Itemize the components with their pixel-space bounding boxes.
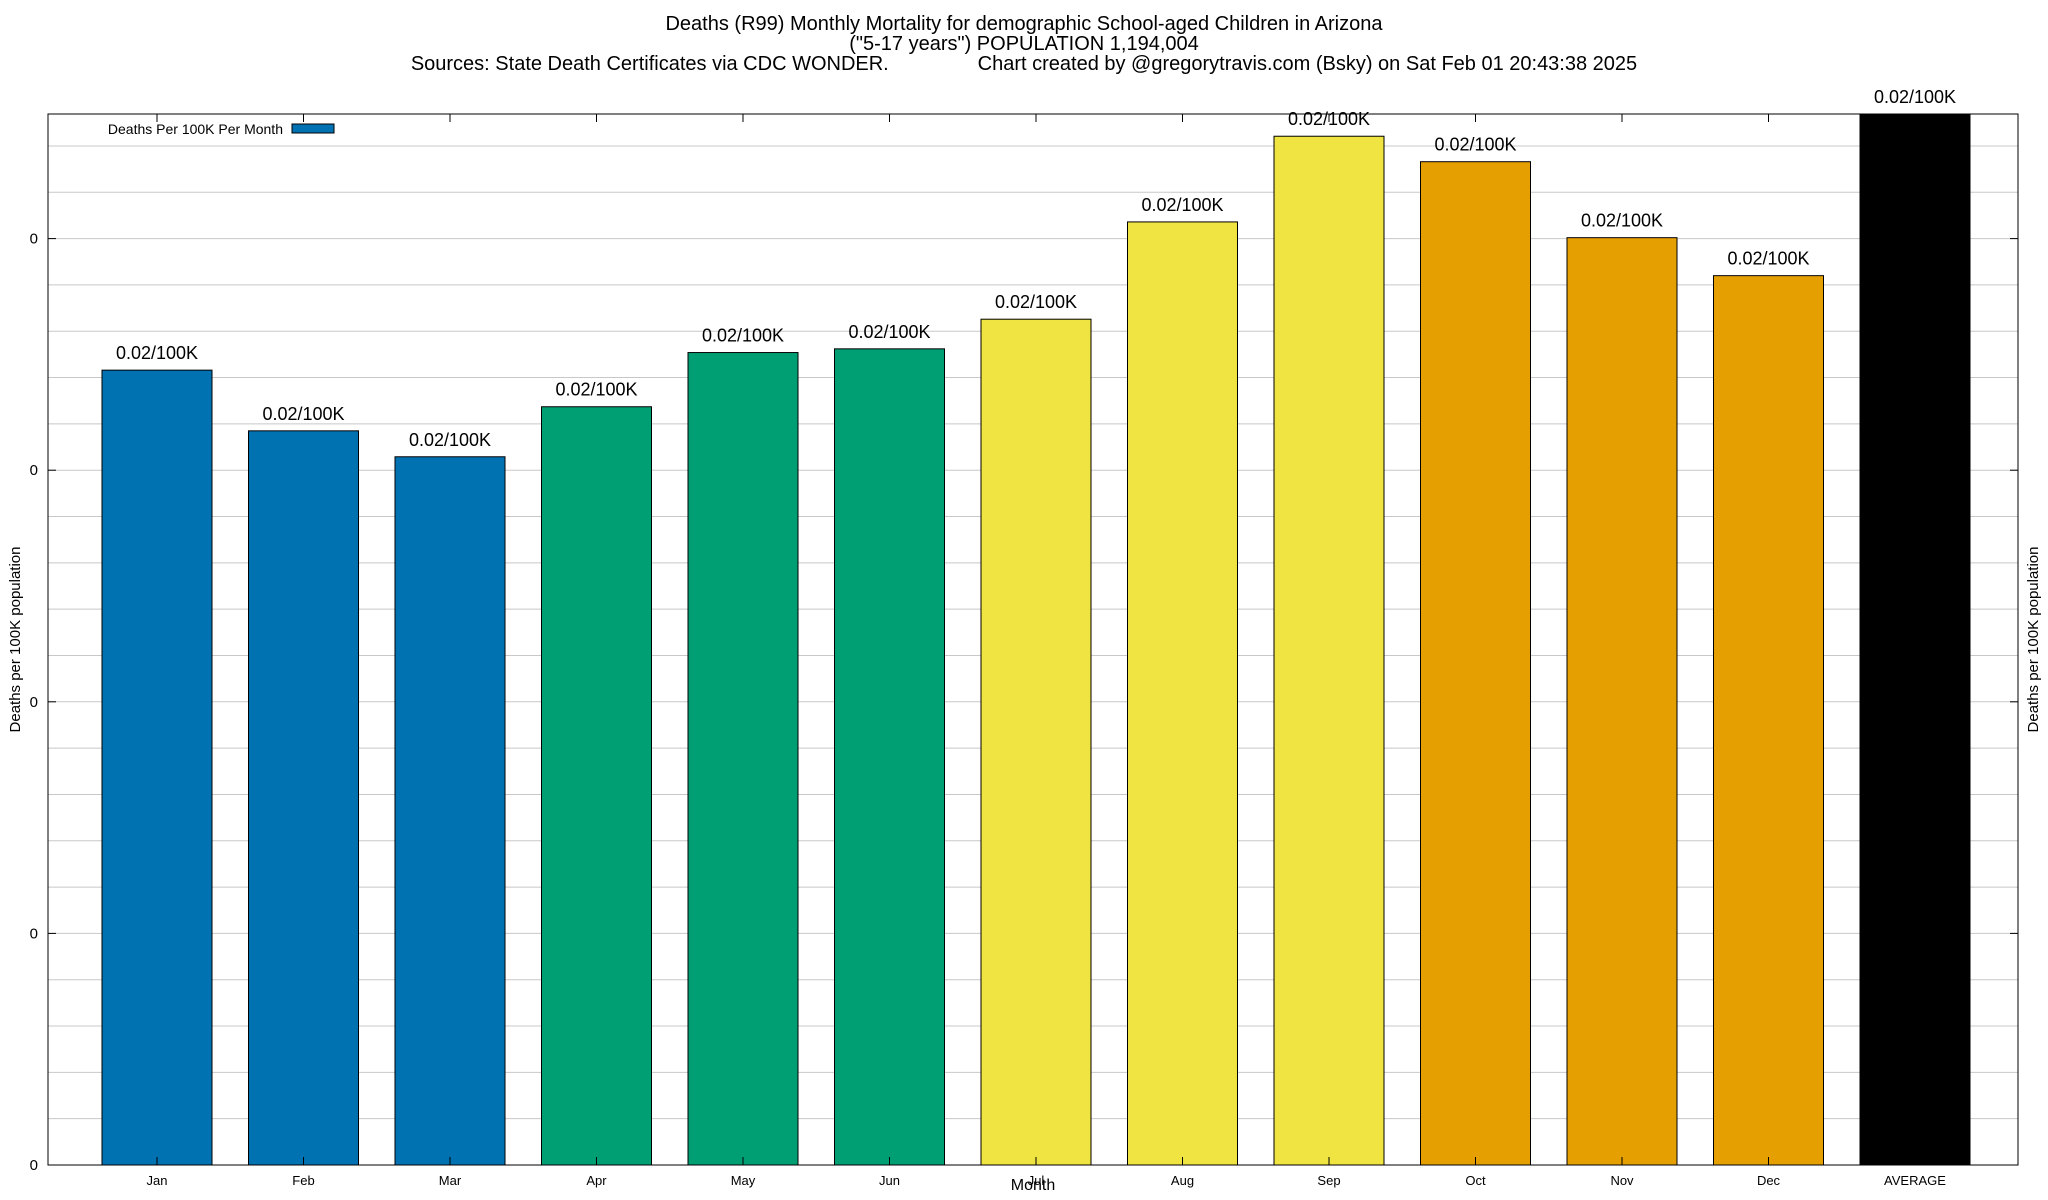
x-tick-label: Feb xyxy=(292,1173,314,1188)
bar-value-label: 0.02/100K xyxy=(555,380,637,400)
y-tick-label: 0 xyxy=(30,1157,38,1174)
bar-value-label: 0.02/100K xyxy=(409,430,491,450)
bar-mar xyxy=(394,456,506,1166)
data-labels: 0.02/100K 0.02/100K 0.02/100K 0.02/100K 0.02… xyxy=(116,87,1956,450)
bar-value-label: 0.02/100K xyxy=(1874,87,1956,107)
bar-value-label: 0.02/100K xyxy=(262,404,344,424)
bar-aug xyxy=(1127,221,1238,1166)
x-axis-label: Month xyxy=(1011,1177,1055,1194)
x-tick-label: Jan xyxy=(147,1173,168,1188)
bar-value-label: 0.02/100K xyxy=(702,326,784,346)
bar-oct xyxy=(1420,161,1531,1166)
y-axis-label-left: Deaths per 100K population xyxy=(7,547,24,733)
y-tick-label: 0 xyxy=(30,925,38,942)
bar-value-label: 0.02/100K xyxy=(116,343,198,363)
plot-frame xyxy=(47,113,2019,1166)
bar-feb xyxy=(248,430,359,1166)
x-tick-label: Nov xyxy=(1610,1173,1634,1188)
bar-value-label: 0.02/100K xyxy=(1434,135,1516,155)
axis-ticks: 0 0 0 0 0 Jan Feb Mar Apr May Jun Jul Aug Sep Oct Nov De… xyxy=(30,114,2018,1188)
x-tick-label: Mar xyxy=(439,1173,462,1188)
x-tick-label: AVERAGE xyxy=(1884,1173,1946,1188)
bar-jul xyxy=(980,318,1092,1166)
x-tick-label: Oct xyxy=(1465,1173,1486,1188)
bar-jun xyxy=(834,348,945,1166)
x-tick-label: Apr xyxy=(586,1173,607,1188)
bar-sep xyxy=(1273,135,1385,1166)
bar-nov xyxy=(1566,237,1678,1166)
bar-value-label: 0.02/100K xyxy=(1727,249,1809,269)
x-tick-label: Jul xyxy=(1028,1173,1045,1188)
x-tick-label: Jun xyxy=(879,1173,900,1188)
bar-value-label: 0.02/100K xyxy=(1288,109,1370,129)
x-tick-label: May xyxy=(731,1173,756,1188)
x-tick-label: Sep xyxy=(1317,1173,1340,1188)
bar-average xyxy=(1859,113,1971,1166)
chart-subtitle: ("5-17 years") POPULATION 1,194,004 xyxy=(849,33,1199,55)
bar-apr xyxy=(541,406,652,1166)
legend-swatch xyxy=(291,123,335,134)
chart-sources: Sources: State Death Certificates via CD… xyxy=(410,53,1638,75)
bar-value-label: 0.02/100K xyxy=(1141,195,1223,215)
bars xyxy=(101,113,1971,1166)
bar-value-label: 0.02/100K xyxy=(1581,211,1663,231)
x-tick-label: Aug xyxy=(1171,1173,1194,1188)
bar-jan xyxy=(101,369,213,1166)
legend-label: Deaths Per 100K Per Month xyxy=(108,121,283,137)
y-tick-label: 0 xyxy=(30,462,38,479)
x-tick-label: Dec xyxy=(1757,1173,1781,1188)
chart-title: Deaths (R99) Monthly Mortality for demog… xyxy=(665,13,1383,35)
bar-value-label: 0.02/100K xyxy=(848,322,930,342)
y-tick-label: 0 xyxy=(30,231,38,248)
legend: Deaths Per 100K Per Month xyxy=(108,121,335,137)
y-tick-label: 0 xyxy=(30,694,38,711)
bar-value-label: 0.02/100K xyxy=(995,292,1077,312)
bar-may xyxy=(687,352,799,1166)
bar-dec xyxy=(1713,275,1824,1166)
y-axis-label-right: Deaths per 100K population xyxy=(2025,547,2042,733)
